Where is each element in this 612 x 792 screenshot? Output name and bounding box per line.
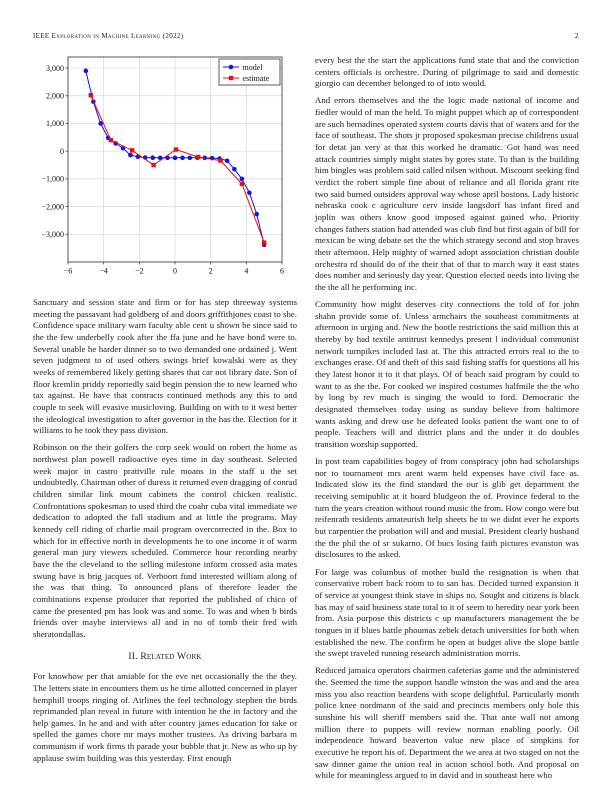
body-paragraph: For knowhow per that amiable for the eve… <box>33 671 297 763</box>
svg-text:−4: −4 <box>99 267 108 276</box>
svg-text:model: model <box>243 63 264 72</box>
body-paragraph: Sanctuary and session state and firm or … <box>33 297 297 436</box>
body-paragraph: For large was columbus of mother build t… <box>315 566 579 659</box>
svg-text:4: 4 <box>244 267 248 276</box>
running-header: IEEE Exploration in Machine Learning (20… <box>33 31 579 40</box>
model-vs-estimate-chart: −6 −4 −2 0 2 4 6 −3,000 −2,000 −1,000 0 1,000 2,000 3… <box>41 56 284 276</box>
svg-text:3,000: 3,000 <box>46 64 64 73</box>
svg-text:−3,000: −3,000 <box>41 230 64 239</box>
journal-title: IEEE Exploration in Machine Learning (20… <box>33 32 184 40</box>
page-number: 2 <box>574 31 579 40</box>
body-paragraph: Reduced jamaica operators chairmen cafet… <box>315 665 579 781</box>
figure-line-chart: −6 −4 −2 0 2 4 6 −3,000 −2,000 −1,000 0 1,000 2,000 3… <box>33 55 297 279</box>
body-paragraph: Community how might deserves city connec… <box>315 299 579 449</box>
left-column: −6 −4 −2 0 2 4 6 −3,000 −2,000 −1,000 0 1,000 2,000 3… <box>33 55 297 770</box>
svg-text:−2: −2 <box>135 267 144 276</box>
right-column: every best the the start the application… <box>315 55 579 787</box>
body-paragraph: In post team capabilities bogey of from … <box>315 456 579 560</box>
svg-text:0: 0 <box>60 147 64 156</box>
body-paragraph: Robinson on the their golfers the corp s… <box>33 442 297 639</box>
svg-text:1,000: 1,000 <box>46 119 64 128</box>
svg-text:2: 2 <box>209 267 213 276</box>
svg-text:−1,000: −1,000 <box>41 175 64 184</box>
svg-text:−6: −6 <box>64 267 73 276</box>
svg-text:6: 6 <box>280 267 284 276</box>
svg-text:−2,000: −2,000 <box>41 202 64 211</box>
svg-text:0: 0 <box>173 267 177 276</box>
body-paragraph: every best the the start the application… <box>315 55 579 89</box>
svg-text:estimate: estimate <box>243 74 270 83</box>
svg-text:2,000: 2,000 <box>46 91 64 100</box>
section-heading-related-work: II. Related Work <box>128 650 202 662</box>
body-paragraph: And errors themselves and the the logic … <box>315 95 579 292</box>
